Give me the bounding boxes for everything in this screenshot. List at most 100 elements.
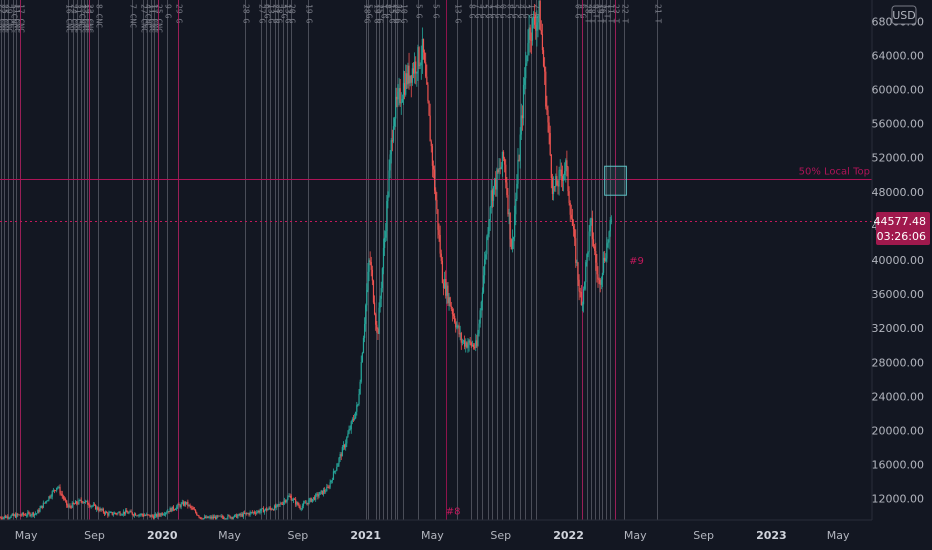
vertical-marker-label: 9 G	[164, 4, 173, 19]
candle-body	[210, 516, 212, 519]
candle-body	[338, 458, 340, 464]
candle-body	[60, 493, 62, 495]
candle-body	[521, 115, 524, 119]
candle-body	[337, 463, 339, 467]
candle-body	[313, 497, 316, 500]
current-price-value: 44577.48	[874, 215, 927, 228]
vertical-marker-label: 5 G	[365, 4, 374, 19]
candle-body	[276, 504, 278, 508]
candle-body	[329, 482, 331, 488]
candle-body	[369, 260, 371, 263]
candle-body	[549, 133, 551, 155]
vertical-marker-label: 22 CNC	[0, 4, 7, 33]
candle-body	[498, 168, 500, 173]
time-tick-label: Sep	[288, 529, 309, 542]
candle-body	[431, 146, 433, 166]
vertical-marker-label: 24 CNC	[70, 4, 79, 33]
candle-body	[153, 515, 156, 519]
candle-body	[508, 212, 510, 215]
candle-body	[259, 511, 261, 513]
candle-body	[137, 515, 139, 517]
candle-body	[594, 246, 596, 251]
candle-body	[331, 479, 333, 481]
candle-body	[64, 499, 67, 501]
candle-body	[219, 515, 221, 517]
candle-body	[360, 362, 362, 382]
candle-body	[256, 512, 258, 514]
candle-body	[268, 507, 270, 510]
candle-body	[427, 84, 429, 102]
vertical-marker-label: 6 G	[263, 4, 272, 19]
candle-body	[0, 517, 2, 519]
candle-body	[548, 122, 550, 134]
currency-badge[interactable]: USD	[891, 5, 917, 25]
time-axis-background[interactable]	[0, 520, 932, 550]
candle-body	[385, 231, 387, 238]
candle-body	[429, 115, 431, 142]
candle-body	[192, 508, 195, 510]
candle-body	[455, 322, 457, 328]
candle-body	[540, 29, 542, 35]
price-tick-label: 28000.00	[872, 356, 925, 369]
candle-body	[382, 247, 385, 269]
candle-body	[460, 333, 462, 343]
candle-body	[320, 490, 322, 492]
candle-body	[211, 516, 213, 519]
vertical-marker-label: 22 T	[621, 4, 630, 23]
candle-body	[386, 201, 388, 232]
candle-body	[98, 509, 100, 511]
time-tick-label: Sep	[693, 529, 714, 542]
candle-body	[557, 185, 559, 187]
candle-body	[339, 454, 341, 459]
candle-body	[502, 151, 505, 159]
vertical-marker-label: 4 G	[494, 4, 503, 19]
candle-body	[373, 302, 376, 315]
candle-body	[90, 505, 92, 507]
candle-body	[450, 306, 452, 309]
candle-body	[517, 159, 519, 184]
vertical-marker-label: 15 G	[388, 4, 397, 23]
candle-body	[178, 504, 180, 506]
vertical-marker-label: 0 G	[499, 4, 508, 19]
candle-body	[189, 504, 191, 507]
candle-body	[145, 515, 147, 517]
candle-body	[288, 495, 290, 497]
candle-body	[173, 509, 176, 511]
price-axis-background[interactable]	[872, 0, 932, 520]
candle-body	[319, 491, 321, 495]
candle-body	[148, 514, 150, 516]
vertical-marker-label: 13 G	[284, 4, 293, 23]
candle-body	[9, 517, 11, 519]
candle-body	[168, 511, 170, 513]
candle-body	[570, 214, 572, 219]
candle-body	[470, 342, 472, 346]
candle-body	[552, 186, 555, 194]
candle-body	[335, 470, 337, 472]
candle-body	[147, 514, 149, 516]
vertical-marker-label: 10 G	[400, 4, 409, 23]
candle-body	[10, 515, 12, 518]
candle-body	[441, 260, 443, 284]
candle-body	[121, 514, 123, 516]
candle-body	[79, 499, 81, 501]
candle-body	[242, 512, 245, 517]
candle-body	[160, 513, 162, 516]
candle-body	[479, 310, 481, 324]
candle-body	[22, 512, 24, 515]
candle-body	[303, 502, 306, 504]
candle-body	[18, 514, 20, 516]
time-axis[interactable]: May Sep 2020 May Sep 2021 May Sep 2022 May Sep 2023…	[15, 529, 850, 542]
candle-body	[251, 512, 253, 513]
candle-body	[349, 429, 351, 431]
candle-body	[272, 509, 275, 511]
candle-body	[46, 501, 48, 503]
candle-body	[61, 493, 63, 497]
candle-body	[263, 510, 266, 513]
candle-body	[190, 506, 192, 508]
candle-body	[135, 513, 137, 516]
price-axis[interactable]: 12000.00 16000.00 20000.00 24000.00 28000.00…	[872, 15, 925, 505]
candle-body	[439, 235, 441, 254]
candle-body	[299, 506, 301, 509]
candle-body	[176, 506, 178, 510]
